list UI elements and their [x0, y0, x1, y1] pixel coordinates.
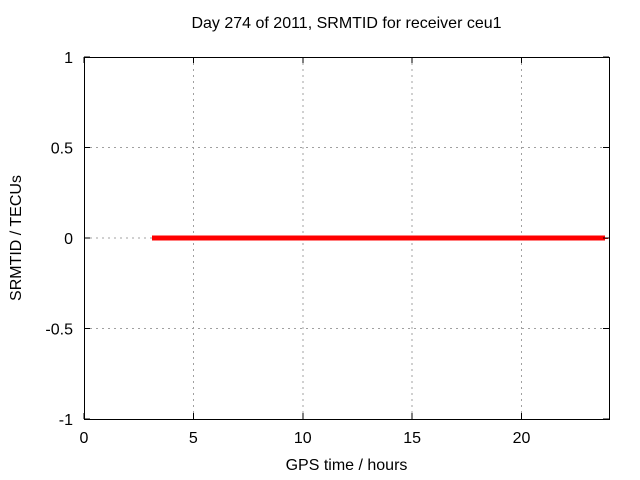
plot-border — [84, 57, 610, 420]
x-tick-label: 0 — [80, 430, 89, 447]
y-tick-label: -1 — [59, 412, 73, 429]
x-tick-label: 10 — [294, 430, 312, 447]
chart-title: Day 274 of 2011, SRMTID for receiver ceu… — [191, 15, 502, 32]
x-axis-label: GPS time / hours — [285, 457, 408, 474]
x-tick-label: 5 — [189, 430, 198, 447]
x-tick-label: 15 — [403, 430, 421, 447]
y-tick-label: 1 — [64, 50, 73, 67]
y-tick-label: -0.5 — [45, 322, 73, 339]
x-tick-label: 20 — [513, 430, 531, 447]
y-tick-label: 0 — [64, 231, 73, 248]
y-tick-label: 0.5 — [51, 141, 73, 158]
